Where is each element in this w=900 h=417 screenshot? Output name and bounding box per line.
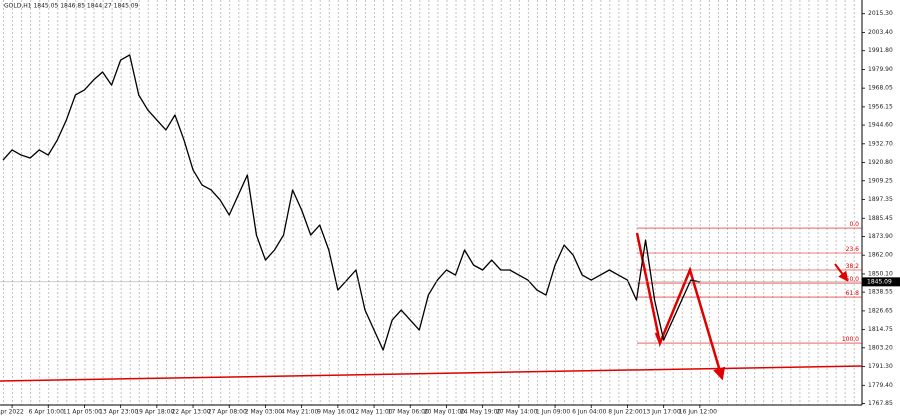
fib-label: 38.2 (846, 263, 860, 270)
y-tick-label: 2015.30 (868, 10, 893, 17)
x-tick-label: 20 May 01:00 (424, 409, 465, 416)
y-tick-label: 1944.60 (868, 122, 893, 129)
x-tick-label: 27 Apr 08:00 (208, 409, 247, 416)
x-tick-label: 4 May 21:00 (281, 409, 319, 416)
x-tick-label: 19 Apr 18:00 (135, 409, 174, 416)
x-tick-label: 16 Jun 12:00 (679, 409, 717, 416)
y-tick-label: 1838.55 (868, 289, 893, 296)
x-tick-label: 12 May 11:00 (351, 409, 392, 416)
y-tick-label: 1991.80 (868, 47, 893, 54)
y-tick-label: 1779.40 (868, 382, 893, 389)
x-tick-label: 27 May 14:00 (496, 409, 537, 416)
y-tick-label: 1920.80 (868, 159, 893, 166)
fib-label: 0.0 (849, 221, 859, 228)
y-tick-label: 1885.45 (868, 215, 893, 222)
x-tick-label: Apr 2022 (0, 409, 24, 416)
grid (0, 0, 862, 405)
y-tick-label: 1803.20 (868, 344, 893, 351)
y-tick-label: 1850.10 (868, 270, 893, 277)
arrow-head (654, 332, 662, 344)
y-tick-label: 2003.40 (868, 29, 893, 36)
y-tick-label: 1791.30 (868, 363, 893, 370)
y-tick-label: 1956.15 (868, 103, 893, 110)
y-tick-label: 1897.35 (868, 196, 893, 203)
fib-label: 100.0 (842, 336, 859, 343)
x-tick-label: 17 May 06:00 (388, 409, 429, 416)
y-tick-label: 1932.70 (868, 140, 893, 147)
price-line (2, 54, 700, 351)
x-tick-label: 8 Jun 22:00 (608, 409, 642, 416)
y-tick-label: 1909.25 (868, 177, 893, 184)
x-tick-label: 2 May 03:00 (245, 409, 283, 416)
x-tick-label: 6 Apr 10:00 (29, 409, 64, 416)
y-tick-label: 1862.00 (868, 252, 893, 259)
y-tick-label: 1979.90 (868, 66, 893, 73)
x-tick-label: 13 Jun 17:00 (643, 409, 681, 416)
y-tick-label: 1767.85 (868, 400, 893, 407)
fib-label: 61.8 (846, 290, 860, 297)
y-tick-label: 1873.90 (868, 233, 893, 240)
x-tick-label: 1 Jun 09:00 (536, 409, 570, 416)
x-tick-label: 13 Apr 23:00 (99, 409, 138, 416)
current-price-box (862, 277, 900, 287)
fib-label: 50.0 (846, 276, 860, 283)
pointer-arrow (834, 263, 849, 282)
x-tick-label: 6 Jun 04:00 (572, 409, 606, 416)
x-tick-label: 24 May 19:00 (460, 409, 501, 416)
zigzag-arrow (635, 232, 726, 381)
x-tick-label: 11 Apr 05:00 (63, 409, 102, 416)
chart-title: GOLD,H1 1845.05 1846.85 1844.27 1845.09 (4, 3, 139, 10)
y-tick-label: 1814.75 (868, 326, 893, 333)
current-price-label: 1845.09 (867, 278, 892, 285)
fib-label: 23.6 (846, 246, 860, 253)
x-tick-label: 9 May 16:00 (317, 409, 355, 416)
y-tick-label: 1826.65 (868, 307, 893, 314)
x-tick-label: 22 Apr 13:00 (171, 409, 210, 416)
y-tick-label: 1968.05 (868, 85, 893, 92)
